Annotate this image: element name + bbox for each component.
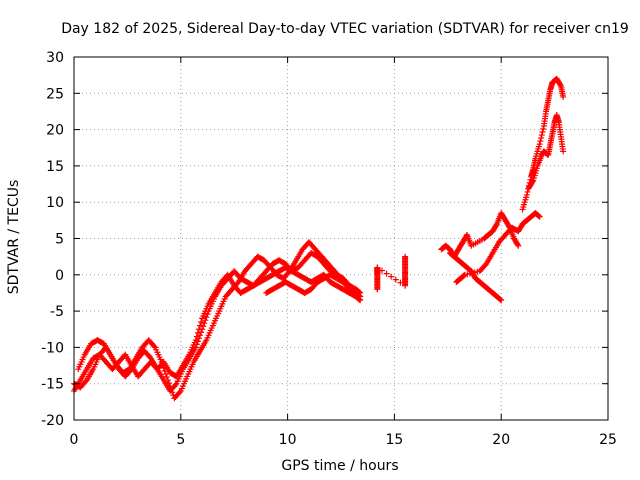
data-points	[71, 75, 567, 402]
y-tick-label: -5	[50, 304, 64, 320]
data-point	[514, 241, 521, 248]
x-tick-label: 25	[599, 432, 617, 448]
data-point	[146, 354, 153, 361]
y-tick-label: -20	[41, 413, 64, 429]
data-point	[498, 297, 505, 304]
data-point	[536, 141, 543, 148]
y-tick-label: 0	[55, 268, 64, 284]
data-point	[163, 374, 170, 381]
data-point	[392, 276, 399, 283]
y-tick-label: -10	[41, 340, 64, 356]
data-point	[374, 264, 381, 271]
data-point	[151, 343, 158, 350]
data-point	[560, 93, 567, 100]
data-point	[529, 178, 536, 185]
y-tick-label: 25	[46, 86, 64, 102]
data-point	[536, 213, 543, 220]
data-point	[160, 364, 167, 371]
data-point	[194, 329, 201, 336]
data-point	[540, 125, 547, 132]
x-tick-label: 5	[176, 432, 185, 448]
data-point	[193, 333, 200, 340]
data-point	[201, 320, 208, 327]
data-point	[202, 317, 209, 324]
data-point	[167, 383, 174, 390]
data-point	[159, 361, 166, 368]
data-point	[164, 377, 171, 384]
data-point	[397, 279, 404, 286]
series-track-e	[374, 253, 409, 293]
data-point	[195, 326, 202, 333]
series-track-j	[525, 112, 567, 191]
data-point	[162, 371, 169, 378]
x-tick-label: 20	[492, 432, 510, 448]
x-axis-ticks: 0 5 10 15 20 25	[70, 57, 617, 448]
series-track-h	[453, 210, 543, 286]
data-point	[356, 292, 363, 299]
y-tick-label: 10	[46, 195, 64, 211]
data-point	[523, 191, 530, 198]
data-point	[537, 138, 544, 145]
data-point	[357, 293, 364, 300]
data-point	[493, 222, 500, 229]
data-point	[198, 318, 205, 325]
data-point	[538, 135, 545, 142]
data-point	[388, 273, 395, 280]
y-tick-label: 5	[55, 232, 64, 248]
data-point	[172, 381, 179, 388]
x-tick-label: 15	[385, 432, 403, 448]
x-tick-label: 10	[279, 432, 297, 448]
data-point	[161, 367, 168, 374]
series-track-d	[263, 271, 364, 300]
data-point	[234, 280, 241, 287]
data-point	[192, 337, 199, 344]
x-tick-label: 0	[70, 432, 79, 448]
data-point	[482, 262, 489, 269]
data-point	[402, 253, 409, 260]
data-point	[560, 148, 567, 155]
y-tick-label: 30	[46, 50, 64, 66]
y-tick-label: 15	[46, 159, 64, 175]
data-point	[383, 270, 390, 277]
data-point	[539, 129, 546, 136]
data-point	[82, 378, 89, 385]
data-point	[544, 151, 551, 158]
data-point	[166, 380, 173, 387]
data-point	[169, 389, 176, 396]
data-point	[538, 132, 545, 139]
data-point	[557, 81, 564, 88]
data-point	[524, 188, 531, 195]
x-axis-label: GPS time / hours	[281, 458, 398, 474]
data-point	[200, 323, 207, 330]
y-tick-label: 20	[46, 123, 64, 139]
data-point	[461, 272, 468, 279]
data-point	[198, 329, 205, 336]
data-point	[497, 296, 504, 303]
data-point	[285, 269, 292, 276]
y-axis-ticks: -20 -15 -10 -5 0 5 10 15 20 25 30	[41, 50, 608, 429]
data-point	[168, 386, 175, 393]
y-axis-label: SDTVAR / TECUs	[6, 180, 22, 295]
data-point	[203, 314, 210, 321]
chart-title: Day 182 of 2025, Sidereal Day-to-day VTE…	[61, 21, 629, 37]
data-point	[176, 389, 183, 396]
data-point	[378, 267, 385, 274]
data-point	[535, 213, 542, 220]
data-point	[515, 242, 522, 249]
grid-lines	[74, 57, 608, 420]
data-point	[204, 311, 211, 318]
y-tick-label: -15	[41, 377, 64, 393]
data-point	[158, 358, 165, 365]
data-point	[197, 322, 204, 329]
series-track-i	[519, 75, 567, 213]
